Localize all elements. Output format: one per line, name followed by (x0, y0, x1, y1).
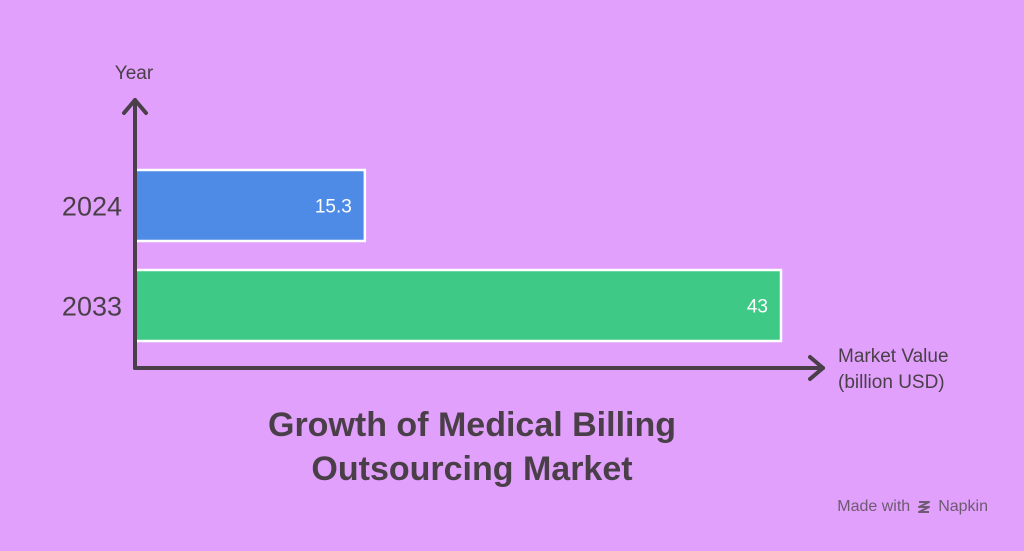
x-axis-label-line-1: Market Value (838, 346, 949, 367)
made-with-credit: Made with Napkin (837, 498, 988, 516)
x-axis-label-line-2: (billion USD) (838, 372, 945, 393)
category-label-2024: 2024 (62, 192, 122, 222)
bar-chart: 15.3 2024 43 2033 Year Market Value (billio… (62, 63, 949, 393)
bar-2033 (133, 268, 783, 343)
chart-title-line-2: Outsourcing Market (311, 450, 633, 488)
chart-title-line-1: Growth of Medical Billing (268, 406, 676, 444)
y-axis-label: Year (115, 63, 154, 84)
credit-brand: Napkin (938, 498, 988, 515)
chart-title: Growth of Medical Billing Outsourcing Ma… (0, 403, 944, 491)
bar-value-label-2024: 15.3 (315, 197, 352, 218)
category-label-2033: 2033 (62, 292, 122, 322)
y-axis-arrow (122, 98, 148, 115)
x-axis-arrow (808, 355, 825, 381)
bar-value-label-2033: 43 (747, 297, 768, 318)
bar-2024 (133, 168, 367, 243)
napkin-logo-icon (918, 501, 931, 513)
credit-prefix: Made with (837, 498, 911, 515)
